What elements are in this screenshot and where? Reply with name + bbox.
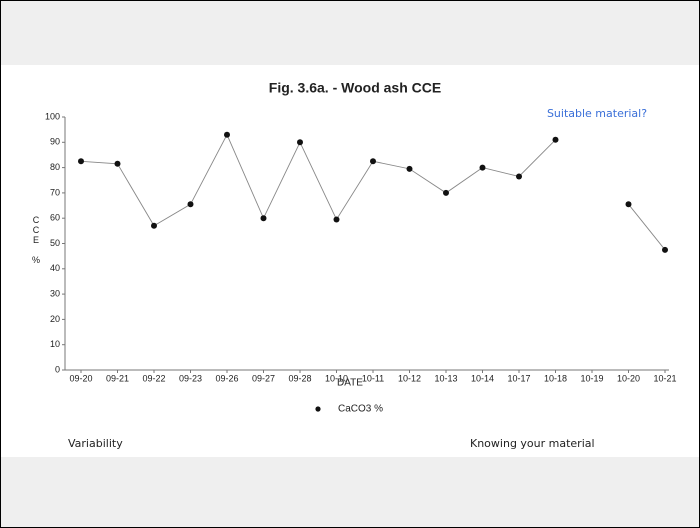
x-tick-label: 10-10 — [325, 373, 348, 383]
data-point — [297, 139, 303, 146]
y-tick-label: 80 — [50, 162, 60, 172]
data-point — [406, 165, 413, 172]
x-tick-label: 10-19 — [580, 373, 603, 383]
y-tick-label: 100 — [45, 111, 60, 121]
data-point — [187, 201, 194, 208]
y-tick-label: 90 — [50, 137, 60, 147]
data-point — [443, 189, 449, 196]
series-line — [80, 133, 666, 251]
y-tick-label: 50 — [50, 238, 60, 248]
y-tick-label: 60 — [50, 213, 60, 223]
annotation: Knowing your material — [470, 437, 595, 450]
data-point — [114, 160, 121, 167]
x-tick-label: 10-13 — [434, 373, 457, 383]
y-tick-label: 30 — [50, 288, 60, 298]
x-tick-label: 09-26 — [215, 373, 238, 383]
x-tick-label: 10-20 — [617, 373, 640, 383]
data-point — [662, 246, 668, 253]
data-point — [516, 173, 522, 180]
data-point — [151, 222, 157, 229]
data-point — [78, 158, 84, 165]
x-tick-label: 10-14 — [471, 373, 494, 383]
legend-marker — [315, 406, 321, 412]
x-tick-label: 10-17 — [507, 373, 530, 383]
x-tick-label: 09-27 — [252, 373, 275, 383]
data-point — [224, 131, 230, 138]
x-tick-label: 09-28 — [288, 373, 311, 383]
x-tick-label: 10-12 — [398, 373, 421, 383]
y-tick-label: 70 — [50, 187, 60, 197]
data-point — [333, 216, 340, 223]
content-area — [1, 65, 699, 457]
annotation: Variability — [68, 437, 123, 450]
x-tick-label: 09-21 — [106, 373, 129, 383]
data-point — [370, 158, 376, 165]
x-tick-label: 09-23 — [179, 373, 202, 383]
data-point — [552, 136, 559, 143]
annotation: Suitable material? — [547, 107, 647, 120]
x-axis-label: DATE — [337, 378, 363, 389]
data-point — [625, 201, 632, 208]
y-tick-label: 20 — [50, 314, 60, 324]
x-tick-label: 10-21 — [653, 373, 676, 383]
x-tick-label: 09-20 — [69, 373, 92, 383]
y-axis-label: CCE % — [31, 215, 41, 265]
y-tick-label: 10 — [50, 339, 60, 349]
x-tick-label: 09-22 — [142, 373, 165, 383]
y-tick-label: 40 — [50, 263, 60, 273]
data-point — [479, 164, 486, 171]
data-point — [260, 215, 267, 222]
x-tick-label: 10-18 — [544, 373, 567, 383]
chart-title: Fig. 3.6a. - Wood ash CCE — [269, 80, 441, 96]
x-tick-label: 10-11 — [362, 373, 384, 383]
y-tick-label: 0 — [55, 364, 60, 374]
legend-label: CaCO3 % — [338, 404, 383, 415]
